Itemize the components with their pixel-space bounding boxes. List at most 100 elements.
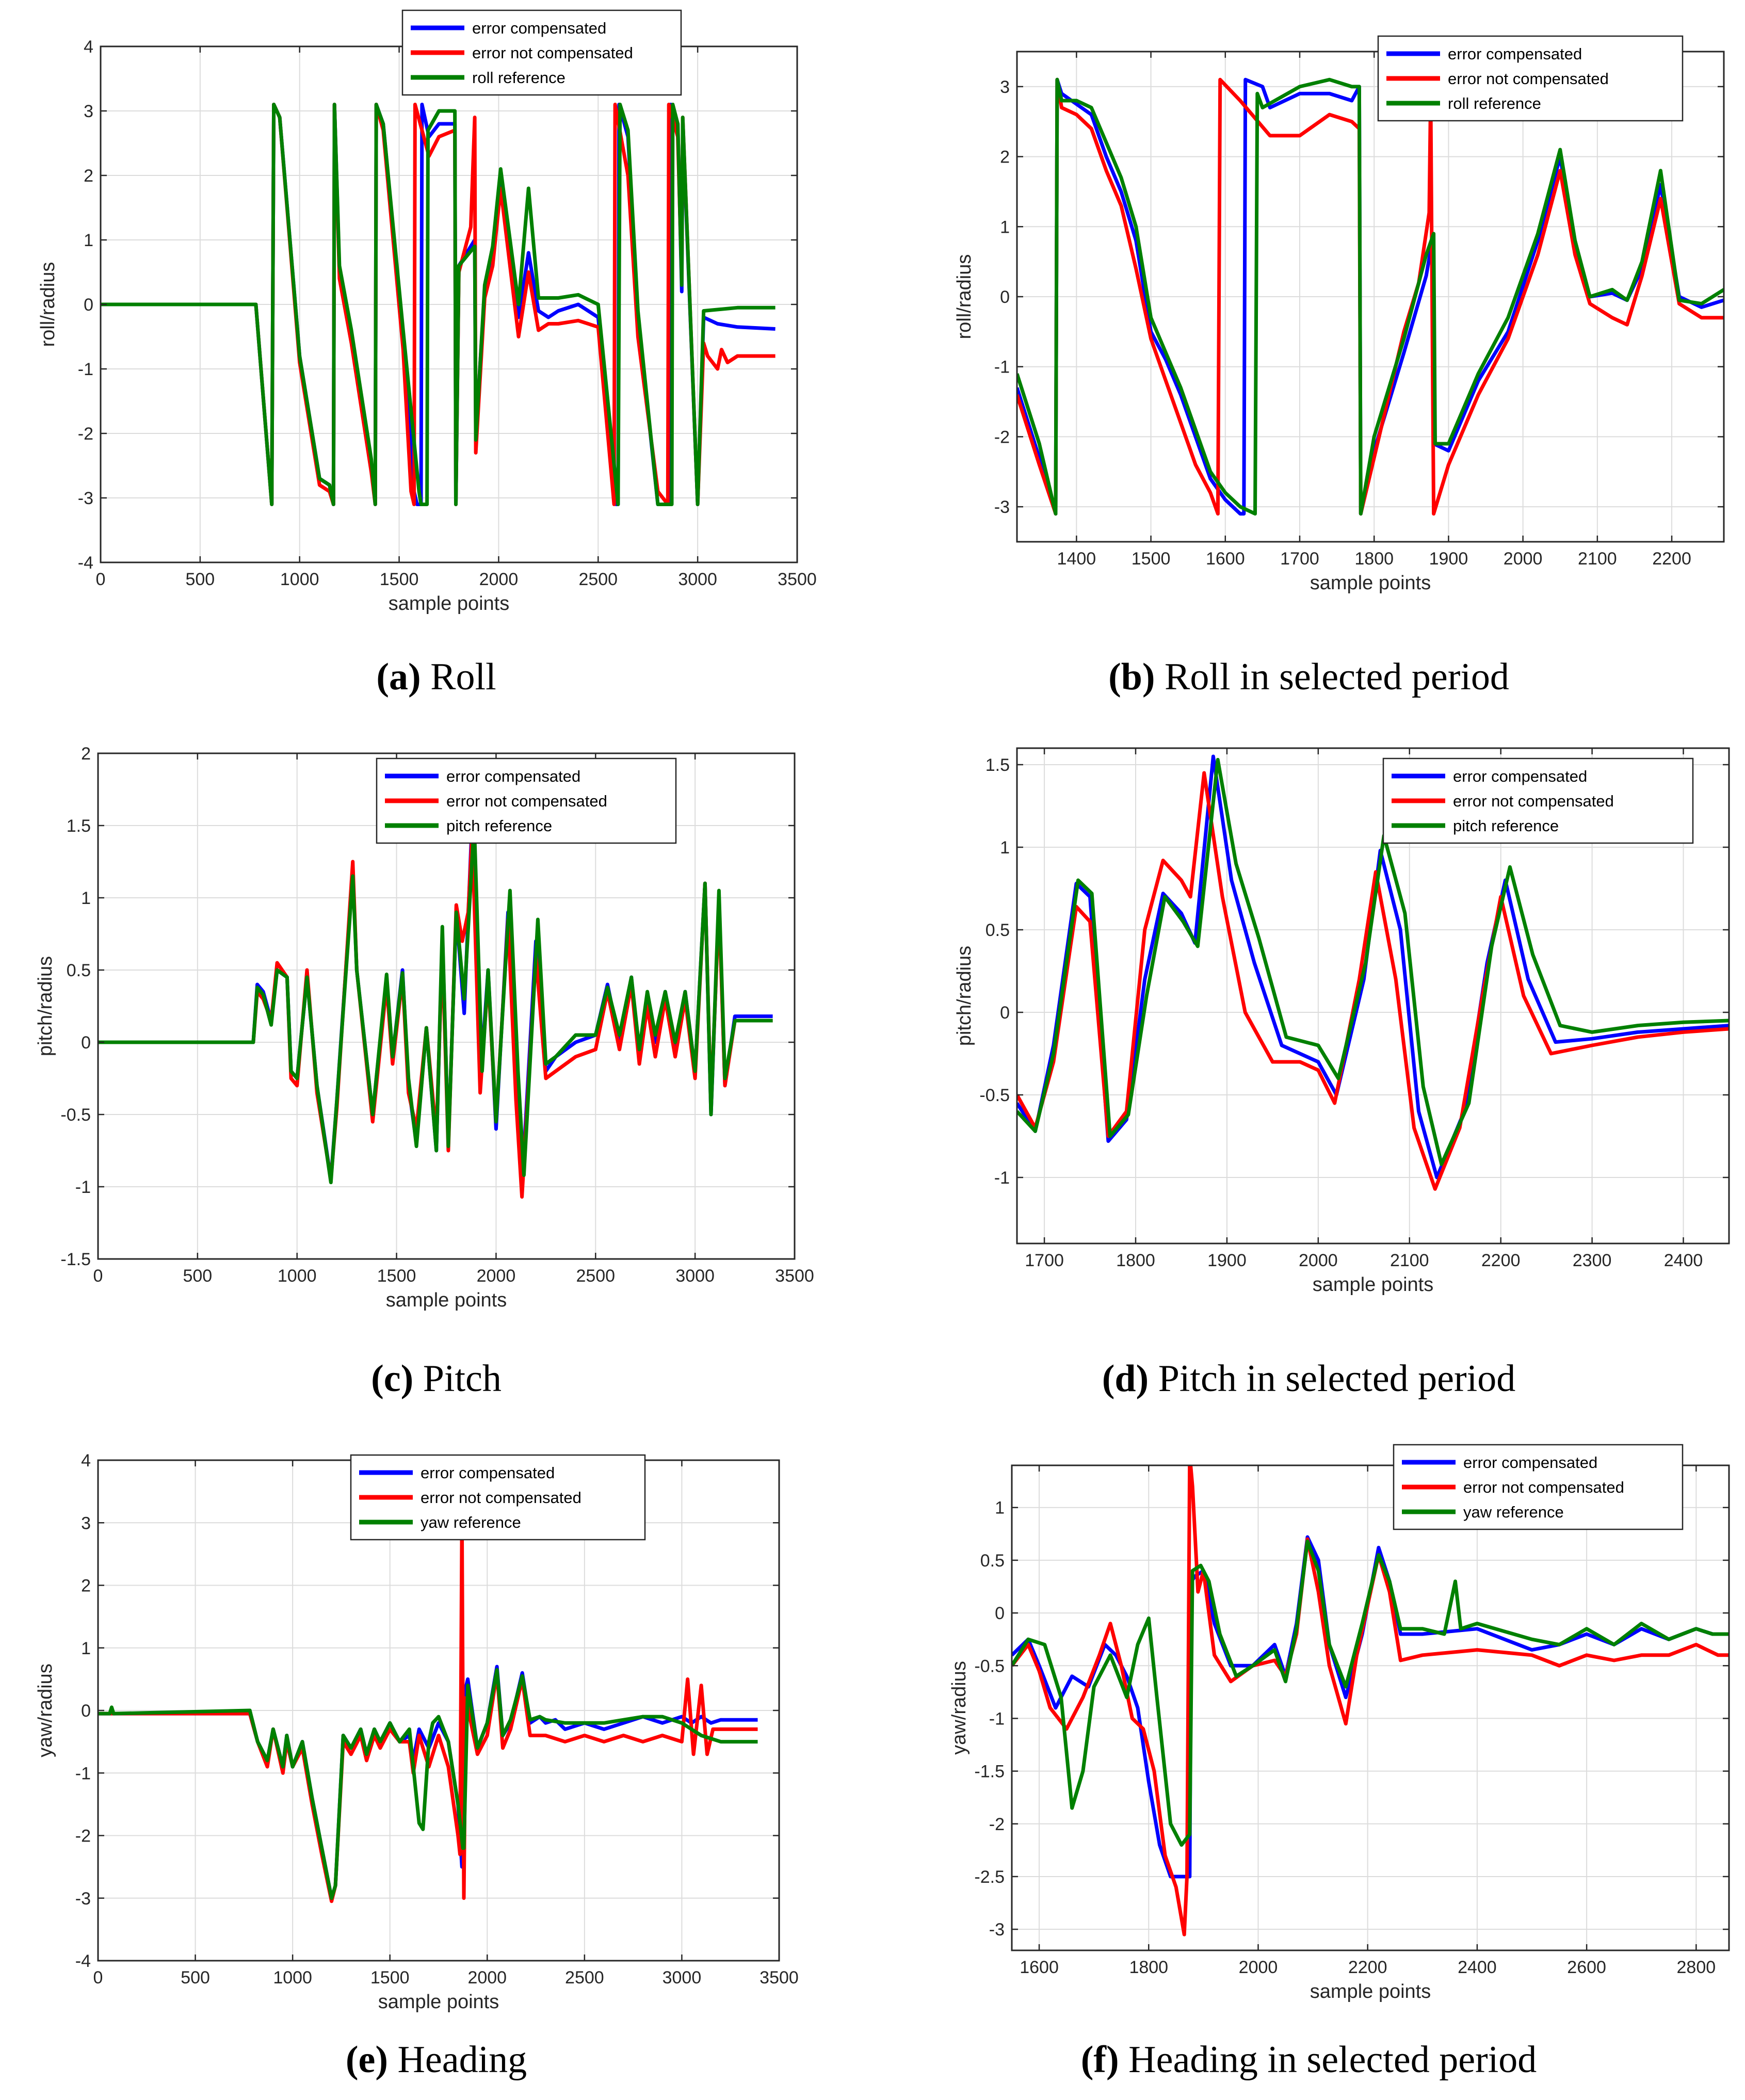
y-tick-label: 1 (1000, 838, 1010, 858)
caption-e-text: Heading (397, 2039, 527, 2081)
caption-c: (c) Pitch (0, 1357, 872, 1401)
y-axis-label: pitch/radius (35, 956, 56, 1056)
y-tick-label: -2 (75, 1827, 91, 1846)
y-tick-label: 0 (995, 1604, 1005, 1623)
x-tick-label: 1000 (273, 1968, 312, 1988)
legend-entry: error compensated (446, 767, 580, 785)
series-line-yaw-reference (1012, 1539, 1729, 1847)
legend-entry: error not compensated (472, 44, 633, 62)
x-tick-label: 2500 (578, 570, 618, 589)
y-tick-label: -4 (75, 1951, 91, 1971)
x-tick-label: 1500 (370, 1968, 410, 1988)
x-tick-label: 3500 (778, 570, 817, 589)
y-axis-label: roll/radius (37, 262, 59, 347)
y-tick-label: -1.5 (974, 1762, 1005, 1782)
x-tick-label: 1600 (1206, 549, 1245, 569)
y-tick-label: 1.5 (985, 755, 1010, 775)
legend: error compensated error not compensated ya… (350, 1454, 646, 1541)
legend-entry: error compensated (421, 1464, 555, 1482)
y-tick-label: 0 (81, 1033, 91, 1053)
x-tick-label: 1500 (377, 1266, 416, 1286)
series-line-yaw-reference (98, 1668, 758, 1900)
legend-entry: error not compensated (1453, 792, 1614, 810)
chart-f: 1600 1800 2000 2200 2400 2600 2800 -3 -2.5 -2 -1.5… (948, 1444, 1730, 2002)
x-tick-label: 500 (181, 1968, 210, 1988)
x-tick-label: 3500 (775, 1266, 814, 1286)
y-tick-label: 0 (1000, 1003, 1010, 1023)
y-tick-label: -1.5 (60, 1250, 91, 1269)
y-axis-label: pitch/radius (954, 946, 975, 1046)
y-tick-label: -4 (78, 553, 93, 573)
x-tick-label: 2100 (1578, 549, 1617, 569)
caption-e-tag: (e) (345, 2039, 388, 2081)
legend-entry: yaw reference (421, 1513, 521, 1531)
y-tick-label: 1 (81, 1639, 91, 1658)
legend: error compensated error not compensated pi… (376, 757, 677, 844)
x-tick-label: 2200 (1481, 1251, 1521, 1270)
legend-entry: error not compensated (1448, 70, 1609, 88)
x-tick-label: 2600 (1567, 1958, 1606, 1977)
x-tick-label: 1400 (1057, 549, 1096, 569)
y-tick-label: -1 (994, 1168, 1010, 1188)
y-tick-label: 3 (1000, 77, 1010, 97)
y-tick-label: 1 (1000, 217, 1010, 237)
legend-entry: error not compensated (446, 792, 607, 810)
legend: error compensated error not compensated ya… (1393, 1444, 1684, 1530)
legend: error compensated error not compensated ro… (401, 9, 682, 96)
panel-a: 0 500 1000 1500 2000 2500 3000 3500 -4 -3 -2 -1 0 1 2 3… (0, 9, 872, 712)
legend-entry: pitch reference (446, 817, 552, 835)
series-line-error-compensated (1017, 754, 1729, 1180)
x-tick-label: 1800 (1116, 1251, 1155, 1270)
caption-b-tag: (b) (1108, 656, 1155, 698)
x-axis-label: sample points (1310, 1981, 1431, 2002)
x-tick-label: 1000 (280, 570, 319, 589)
x-tick-label: 1600 (1020, 1958, 1059, 1977)
y-tick-label: 0.5 (985, 920, 1010, 940)
y-tick-label: 3 (81, 1513, 91, 1533)
panel-c: 0 500 1000 1500 2000 2500 3000 3500 -1.5 -1 -0.5 0 0… (0, 717, 872, 1414)
y-tick-label: -1 (75, 1177, 91, 1197)
x-tick-label: 2300 (1573, 1251, 1612, 1270)
y-tick-label: -2.5 (974, 1867, 1005, 1887)
chart-b: 1400 1500 1600 1700 1800 1900 2000 2100 2200 -3 -2… (954, 35, 1725, 594)
x-tick-label: 1700 (1025, 1251, 1064, 1270)
y-tick-label: -3 (78, 489, 93, 508)
x-axis-label: sample points (378, 1991, 499, 2013)
caption-a: (a) Roll (0, 655, 872, 699)
plot-area-f (1012, 1465, 1729, 1950)
caption-e: (e) Heading (0, 2038, 872, 2082)
caption-c-tag: (c) (371, 1358, 414, 1400)
y-tick-label: -1 (78, 360, 93, 379)
axes-frame (1016, 747, 1730, 1245)
x-tick-label: 1700 (1280, 549, 1319, 569)
legend-entry: error not compensated (1463, 1478, 1624, 1496)
x-tick-label: 500 (183, 1266, 212, 1286)
x-tick-label: 2400 (1664, 1251, 1703, 1270)
x-tick-label: 2000 (1299, 1251, 1338, 1270)
x-tick-label: 2200 (1348, 1958, 1387, 1977)
x-tick-label: 2000 (477, 1266, 516, 1286)
legend-entry: roll reference (1448, 94, 1541, 112)
panel-f: 1600 1800 2000 2200 2400 2600 2800 -3 -2.5 -2 -1.5… (872, 1414, 1745, 2100)
x-tick-label: 2200 (1652, 549, 1691, 569)
x-tick-label: 0 (93, 1968, 103, 1988)
panel-d: 1700 1800 1900 2000 2100 2200 2300 2400 -1 -0.5 0 0… (872, 717, 1745, 1414)
legend-entry: error compensated (1463, 1453, 1597, 1472)
legend-entry: yaw reference (1463, 1503, 1564, 1521)
y-tick-label: 0.5 (67, 961, 91, 980)
y-tick-label: 4 (84, 37, 93, 57)
legend-entry: error compensated (472, 19, 606, 37)
series-line-error-not-compensated (1017, 77, 1724, 516)
y-tick-label: -0.5 (979, 1086, 1010, 1105)
legend-entry: error compensated (1448, 45, 1582, 63)
y-tick-label: -1 (994, 358, 1010, 377)
panel-b: 1400 1500 1600 1700 1800 1900 2000 2100 2200 -3 -2… (872, 15, 1745, 712)
chart-c: 0 500 1000 1500 2000 2500 3000 3500 -1.5 -1 -0.5 0 0… (35, 744, 814, 1311)
x-tick-label: 3000 (663, 1968, 702, 1988)
series-line-roll-reference (1017, 77, 1724, 516)
x-tick-label: 1900 (1207, 1251, 1247, 1270)
x-axis-label: sample points (1313, 1274, 1433, 1296)
legend-entry: error compensated (1453, 767, 1587, 785)
y-tick-label: 4 (81, 1451, 91, 1471)
legend: error compensated error not compensated ro… (1377, 35, 1684, 122)
